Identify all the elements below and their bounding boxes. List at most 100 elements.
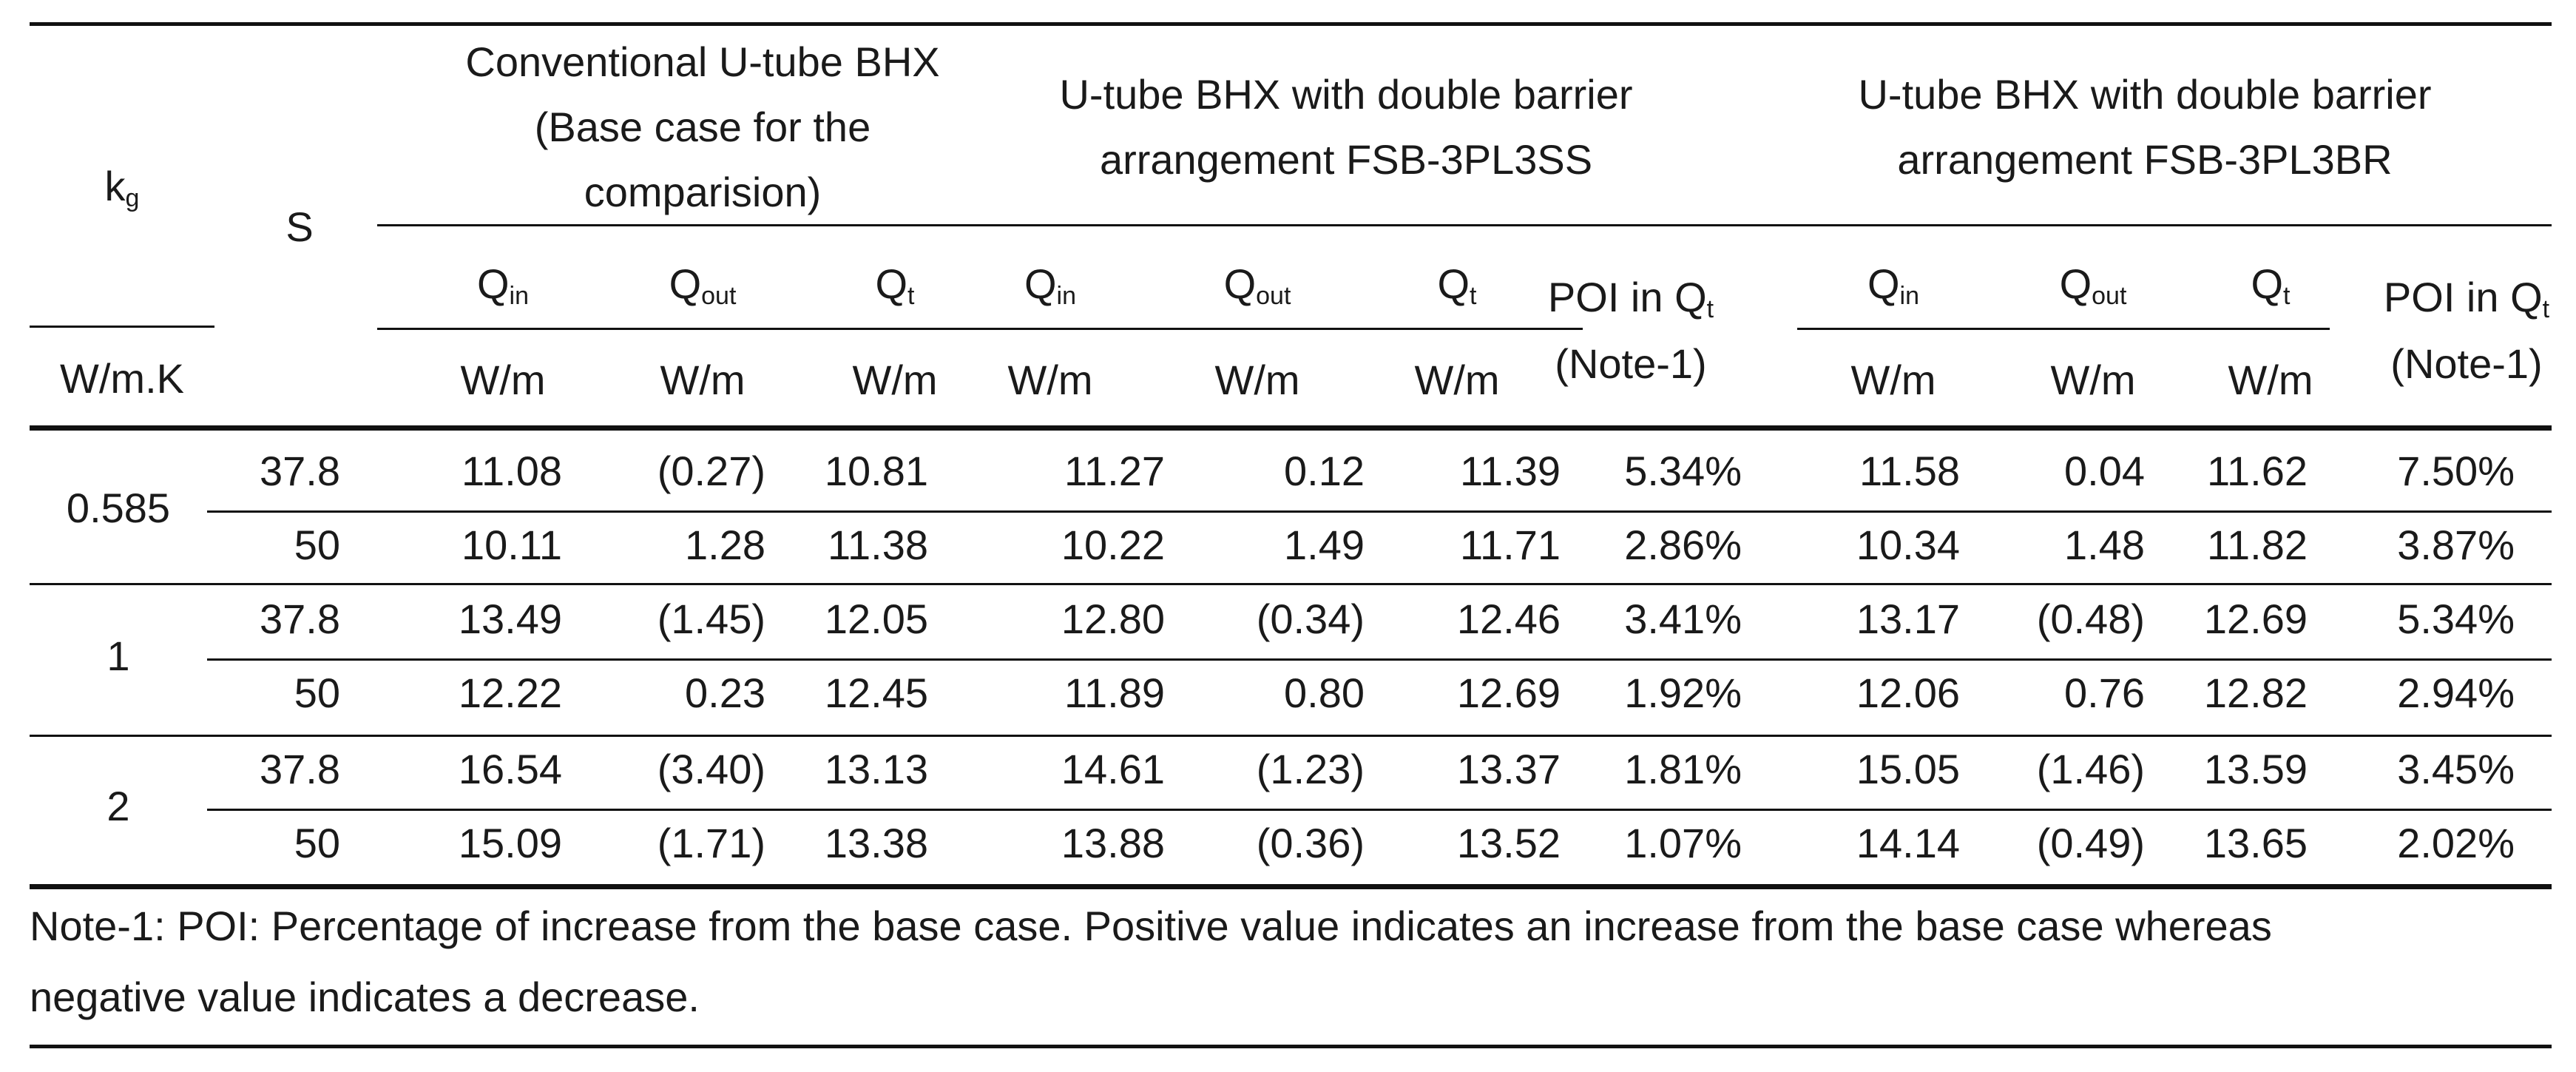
q-symbol: Q: [2251, 260, 2284, 307]
kg-symbol: k: [104, 163, 126, 209]
table-cell: 0.80: [1284, 670, 1365, 716]
group-header-line: Conventional U-tube BHX: [465, 38, 940, 85]
poi-note-header: (Note-1): [1555, 340, 1707, 387]
group-header-fsb-3pl3ss: U-tube BHX with double barrier arrangeme…: [1013, 62, 1679, 192]
table-cell: (0.27): [657, 448, 765, 494]
q-header-in: Qin: [954, 260, 1146, 310]
table-cell: 11.39: [1460, 448, 1561, 494]
table-cell: (1.23): [1256, 746, 1365, 792]
table-cell: 12.06: [1856, 670, 1960, 716]
table-cell: 1.28: [685, 522, 765, 568]
row-divider-3: [207, 809, 2552, 811]
table-cell: 10.11: [462, 522, 562, 568]
table-cell: 3.41%: [1624, 596, 1742, 642]
group-header-line: comparision): [584, 169, 822, 215]
table-cell: (1.46): [2036, 746, 2145, 792]
poi-note-header: (Note-1): [2390, 340, 2543, 387]
table-cell: 13.52: [1456, 820, 1561, 866]
group-header-fsb-3pl3br: U-tube BHX with double barrier arrangeme…: [1812, 62, 2478, 192]
q-symbol: Q: [1437, 260, 1470, 307]
kg-value: 1: [107, 633, 130, 679]
table-cell: 10.81: [824, 448, 928, 494]
table-cell: 16.54: [458, 746, 562, 792]
group-header-conventional: Conventional U-tube BHX (Base case for t…: [370, 30, 1035, 225]
unit-header: W/m: [852, 357, 938, 403]
unit-header: W/m: [2228, 357, 2313, 403]
q-header-in: Qin: [407, 260, 599, 310]
q-subscript: in: [1899, 282, 1920, 310]
table-cell: 13.59: [2203, 746, 2308, 792]
table-cell: (3.40): [657, 746, 765, 792]
table-cell: 0.12: [1284, 448, 1365, 494]
group-header-line: (Base case for the: [534, 104, 871, 150]
poi-label: POI in Q: [1547, 274, 1707, 320]
table-cell: 13.65: [2203, 820, 2308, 866]
kg-unit-header: W/m.K: [60, 355, 184, 402]
q-symbol: Q: [2059, 260, 2092, 307]
kg-header: kg: [44, 163, 200, 212]
kg-value: 0.585: [66, 485, 171, 531]
q-subscript: in: [1056, 282, 1077, 310]
kg-subscript: g: [125, 184, 140, 212]
q-subscript: out: [2092, 282, 2127, 310]
table-cell: 15.09: [458, 820, 562, 866]
unit-header: W/m: [460, 357, 546, 403]
q-subscript: t: [907, 282, 915, 310]
table-cell: 11.71: [1460, 522, 1561, 568]
table-cell: 1.81%: [1624, 746, 1742, 792]
q-symbol: Q: [1223, 260, 1257, 307]
row-divider-2: [207, 658, 2552, 661]
table-cell: 1.49: [1284, 522, 1365, 568]
s-value: 37.8: [260, 746, 340, 792]
table-cell: 12.45: [824, 670, 928, 716]
q-subscript: t: [2283, 282, 2291, 310]
table-cell: (0.48): [2036, 596, 2145, 642]
table-cell: 12.82: [2203, 670, 2308, 716]
q-subscript: out: [701, 282, 737, 310]
group-header-line: U-tube BHX with double barrier: [1059, 71, 1633, 118]
q-symbol: Q: [1867, 260, 1900, 307]
table-cell: 2.02%: [2397, 820, 2515, 866]
group-header-line: arrangement FSB-3PL3BR: [1897, 136, 2393, 183]
s-header: S: [285, 203, 314, 250]
table-cell: 5.34%: [1624, 448, 1742, 494]
s-value: 37.8: [260, 448, 340, 494]
poi-subscript: t: [1706, 295, 1714, 323]
table-cell: 13.17: [1856, 596, 1960, 642]
q-header-out: Qout: [1997, 260, 2189, 310]
group-divider-2: [30, 735, 2552, 737]
q-subscript: in: [509, 282, 530, 310]
table-cell: 3.45%: [2397, 746, 2515, 792]
table-cell: 3.87%: [2397, 522, 2515, 568]
q-header-t: Qt: [799, 260, 991, 310]
table-cell: 1.92%: [1624, 670, 1742, 716]
note-line-2: negative value indicates a decrease.: [30, 974, 700, 1020]
poi-label: POI in Q: [2383, 274, 2543, 320]
q-header-in: Qin: [1797, 260, 1990, 310]
table-cell: 0.04: [2064, 448, 2145, 494]
q-subscript: out: [1256, 282, 1291, 310]
q-symbol: Q: [476, 260, 510, 307]
table-cell: 1.48: [2064, 522, 2145, 568]
group-header-line: U-tube BHX with double barrier: [1858, 71, 2432, 118]
poi-subscript: t: [2542, 295, 2550, 323]
table-cell: 12.46: [1456, 596, 1561, 642]
table-cell: 13.88: [1061, 820, 1165, 866]
table-cell: 7.50%: [2397, 448, 2515, 494]
table-cell: 0.76: [2064, 670, 2145, 716]
q-subscript: t: [1470, 282, 1477, 310]
table-cell: 12.69: [2203, 596, 2308, 642]
table-cell: 11.08: [462, 448, 562, 494]
table-cell: 0.23: [685, 670, 765, 716]
group-header-line: arrangement FSB-3PL3SS: [1099, 136, 1593, 183]
table-cell: 12.22: [458, 670, 562, 716]
table-cell: 11.27: [1064, 448, 1165, 494]
table-cell: 13.37: [1456, 746, 1561, 792]
table-cell: 13.49: [458, 596, 562, 642]
base-case-q-underline: [377, 328, 1583, 330]
table-cell: (0.49): [2036, 820, 2145, 866]
s-value: 37.8: [260, 596, 340, 642]
table-cell: 2.86%: [1624, 522, 1742, 568]
br-q-underline: [1797, 328, 2330, 330]
